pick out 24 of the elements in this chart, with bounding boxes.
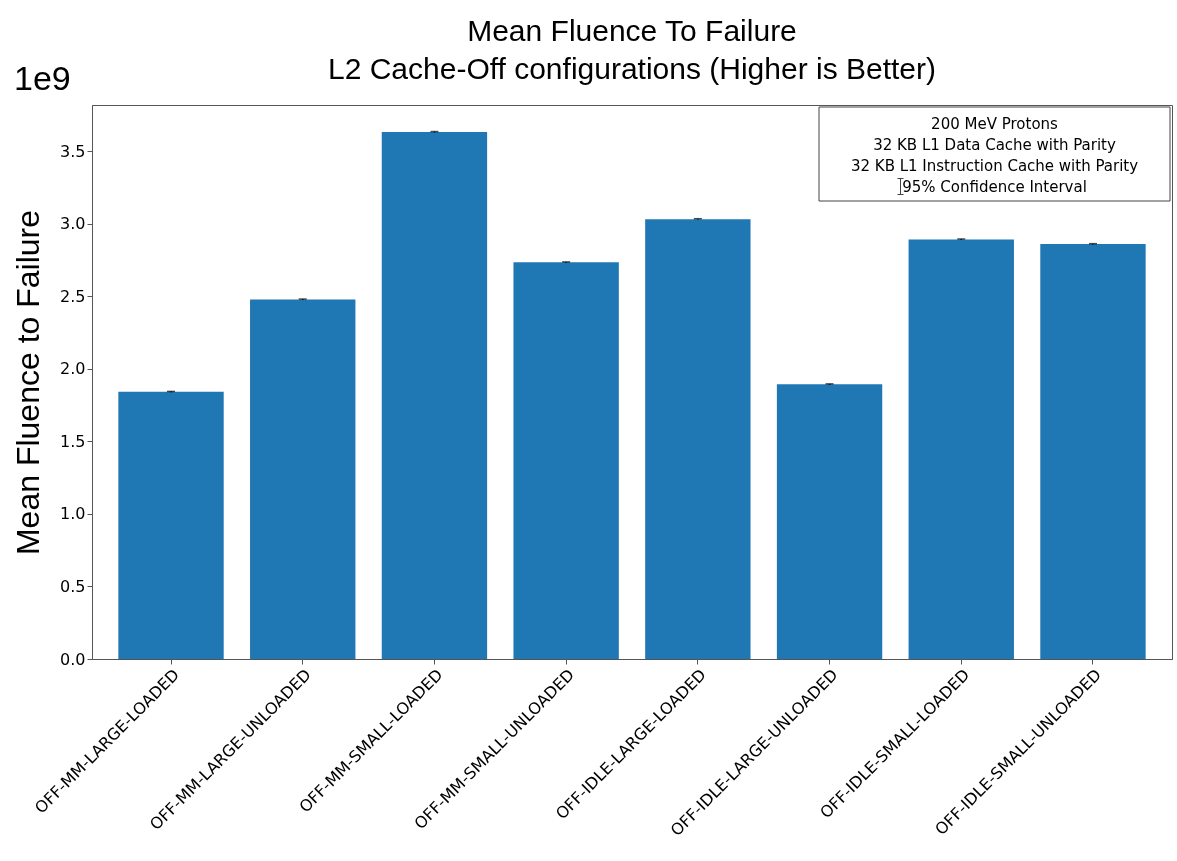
bar [776,384,883,659]
y-tick-label: 2.5 [60,286,86,306]
text: 1e9 [14,59,71,97]
bar [250,299,356,659]
y-tick-label: 2.0 [60,359,86,379]
bar [118,391,224,659]
y-tick-label: 0.0 [60,649,86,669]
y-tick-label: 1.0 [60,504,86,524]
y-axis-title: Mean Fluence to Failure [10,209,47,556]
bar [645,219,751,659]
text: L2 Cache-Off configurations (Higher is Better) [327,52,937,85]
bar [381,131,488,659]
y-tick-label: 3.5 [60,141,86,161]
bar [513,262,619,659]
y-tick-label: 3.0 [60,214,86,234]
bar [908,239,1014,659]
bar [1040,244,1146,659]
y-tick-label: 1.5 [60,431,86,451]
annotation: 32 KB L1 Data Cache with Parity [873,135,1116,154]
y-tick-label: 0.5 [60,576,86,596]
text: Mean Fluence To Failure [467,14,797,47]
annotation: 95% Confidence Interval [902,177,1087,196]
annotation: 32 KB L1 Instruction Cache with Parity [850,156,1139,175]
annotation: 200 MeV Protons [931,114,1059,133]
